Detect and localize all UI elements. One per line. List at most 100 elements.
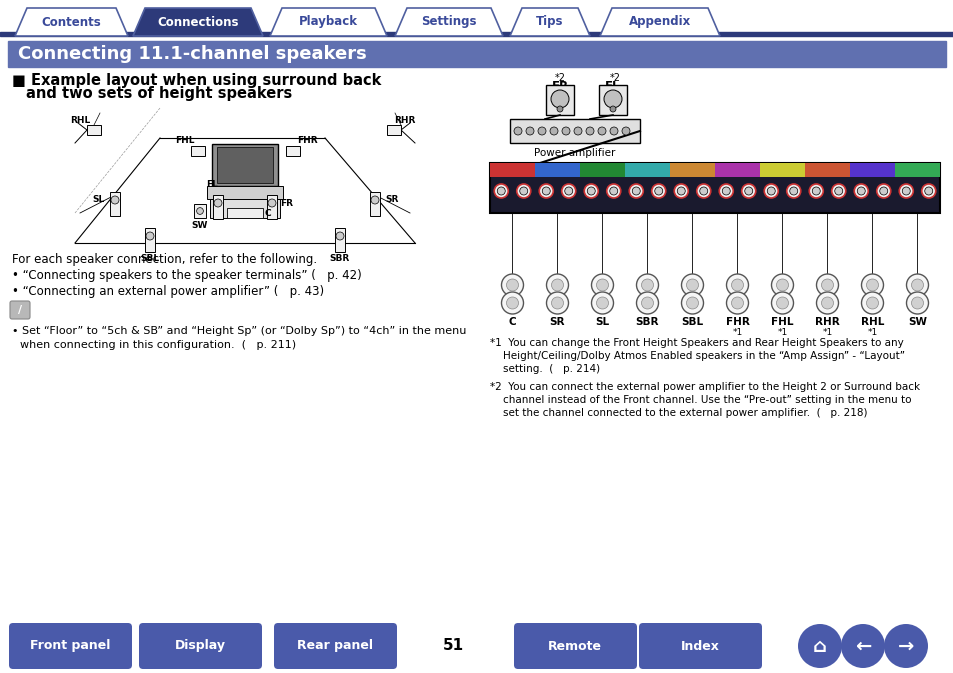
Bar <box>207 186 283 199</box>
Text: Front panel: Front panel <box>30 639 111 653</box>
Circle shape <box>731 297 742 309</box>
Circle shape <box>519 187 527 195</box>
Text: FHR: FHR <box>725 317 749 327</box>
Circle shape <box>905 274 927 296</box>
Circle shape <box>861 292 882 314</box>
Circle shape <box>677 187 684 195</box>
Bar <box>227 208 263 218</box>
Circle shape <box>651 184 665 198</box>
Text: set the channel connected to the external power amplifier.  (   p. 218): set the channel connected to the externa… <box>490 408 866 418</box>
Circle shape <box>719 184 733 198</box>
Text: FL: FL <box>604 80 620 93</box>
Circle shape <box>831 184 845 198</box>
Circle shape <box>561 184 576 198</box>
Circle shape <box>821 297 833 309</box>
Text: SW: SW <box>192 221 208 230</box>
FancyBboxPatch shape <box>139 623 262 669</box>
Bar <box>692 163 714 177</box>
Circle shape <box>538 184 553 198</box>
Text: RHL: RHL <box>860 317 883 327</box>
Circle shape <box>561 127 569 135</box>
Circle shape <box>596 279 608 291</box>
Bar <box>387 125 400 135</box>
Circle shape <box>596 297 608 309</box>
Circle shape <box>591 274 613 296</box>
Text: *1: *1 <box>866 328 877 337</box>
Text: For each speaker connection, refer to the following.: For each speaker connection, refer to th… <box>12 253 316 266</box>
Circle shape <box>497 187 505 195</box>
Circle shape <box>811 187 820 195</box>
Text: SBR: SBR <box>635 317 659 327</box>
Text: SBR: SBR <box>330 254 350 263</box>
Text: *2  You can connect the external power amplifier to the Height 2 or Surround bac: *2 You can connect the external power am… <box>490 382 919 392</box>
Text: FHL: FHL <box>175 136 194 145</box>
Text: *1  You can change the Front Height Speakers and Rear Height Speakers to any: *1 You can change the Front Height Speak… <box>490 338 902 348</box>
Text: ■ Example layout when using surround back: ■ Example layout when using surround bac… <box>12 73 381 88</box>
Bar <box>737 163 760 177</box>
Circle shape <box>551 297 563 309</box>
Text: ←: ← <box>854 637 870 656</box>
Text: RHR: RHR <box>394 116 416 125</box>
Text: and two sets of height speakers: and two sets of height speakers <box>26 86 292 101</box>
Circle shape <box>680 292 702 314</box>
Circle shape <box>585 127 594 135</box>
Circle shape <box>551 279 563 291</box>
Circle shape <box>744 187 752 195</box>
Text: Height/Ceiling/Dolby Atmos Enabled speakers in the “Amp Assign” - “Layout”: Height/Ceiling/Dolby Atmos Enabled speak… <box>490 351 904 361</box>
Circle shape <box>696 184 710 198</box>
Bar <box>579 163 602 177</box>
Circle shape <box>731 279 742 291</box>
Circle shape <box>598 127 605 135</box>
Circle shape <box>680 274 702 296</box>
Bar <box>110 192 120 216</box>
Circle shape <box>636 274 658 296</box>
Circle shape <box>546 274 568 296</box>
Bar <box>490 163 512 177</box>
Text: FR: FR <box>551 80 568 93</box>
Circle shape <box>865 297 878 309</box>
Circle shape <box>494 184 508 198</box>
Circle shape <box>766 187 775 195</box>
Text: SW: SW <box>907 317 926 327</box>
Bar <box>267 195 276 219</box>
Circle shape <box>763 184 778 198</box>
Circle shape <box>609 106 616 112</box>
Text: RHL: RHL <box>70 116 90 125</box>
Polygon shape <box>270 8 387 36</box>
Circle shape <box>557 106 562 112</box>
Polygon shape <box>15 8 128 36</box>
Text: Rear panel: Rear panel <box>296 639 373 653</box>
Circle shape <box>857 187 864 195</box>
Circle shape <box>674 184 687 198</box>
Bar <box>624 163 647 177</box>
Text: Connections: Connections <box>157 15 238 28</box>
Text: setting.  (   p. 214): setting. ( p. 214) <box>490 364 599 374</box>
Bar <box>545 85 574 115</box>
Circle shape <box>821 279 833 291</box>
Text: FHL: FHL <box>770 317 793 327</box>
Bar <box>917 163 939 177</box>
Text: Power amplifier: Power amplifier <box>534 148 615 158</box>
Circle shape <box>632 187 639 195</box>
Bar <box>370 192 379 216</box>
Circle shape <box>541 187 550 195</box>
Bar <box>669 163 692 177</box>
Circle shape <box>501 292 523 314</box>
Bar <box>191 146 205 156</box>
Text: channel instead of the Front channel. Use the “Pre-out” setting in the menu to: channel instead of the Front channel. Us… <box>490 395 910 405</box>
Circle shape <box>686 279 698 291</box>
Text: RHR: RHR <box>814 317 839 327</box>
Text: SR: SR <box>385 195 398 205</box>
Circle shape <box>899 184 912 198</box>
Bar <box>872 163 894 177</box>
Circle shape <box>789 187 797 195</box>
Circle shape <box>506 279 518 291</box>
Text: →: → <box>897 637 913 656</box>
Circle shape <box>654 187 662 195</box>
Bar <box>647 163 669 177</box>
Circle shape <box>514 127 521 135</box>
Circle shape <box>636 292 658 314</box>
Bar <box>335 228 345 252</box>
Text: FR: FR <box>280 199 293 207</box>
Text: • “Connecting speakers to the speaker terminals” (   p. 42): • “Connecting speakers to the speaker te… <box>12 269 361 282</box>
